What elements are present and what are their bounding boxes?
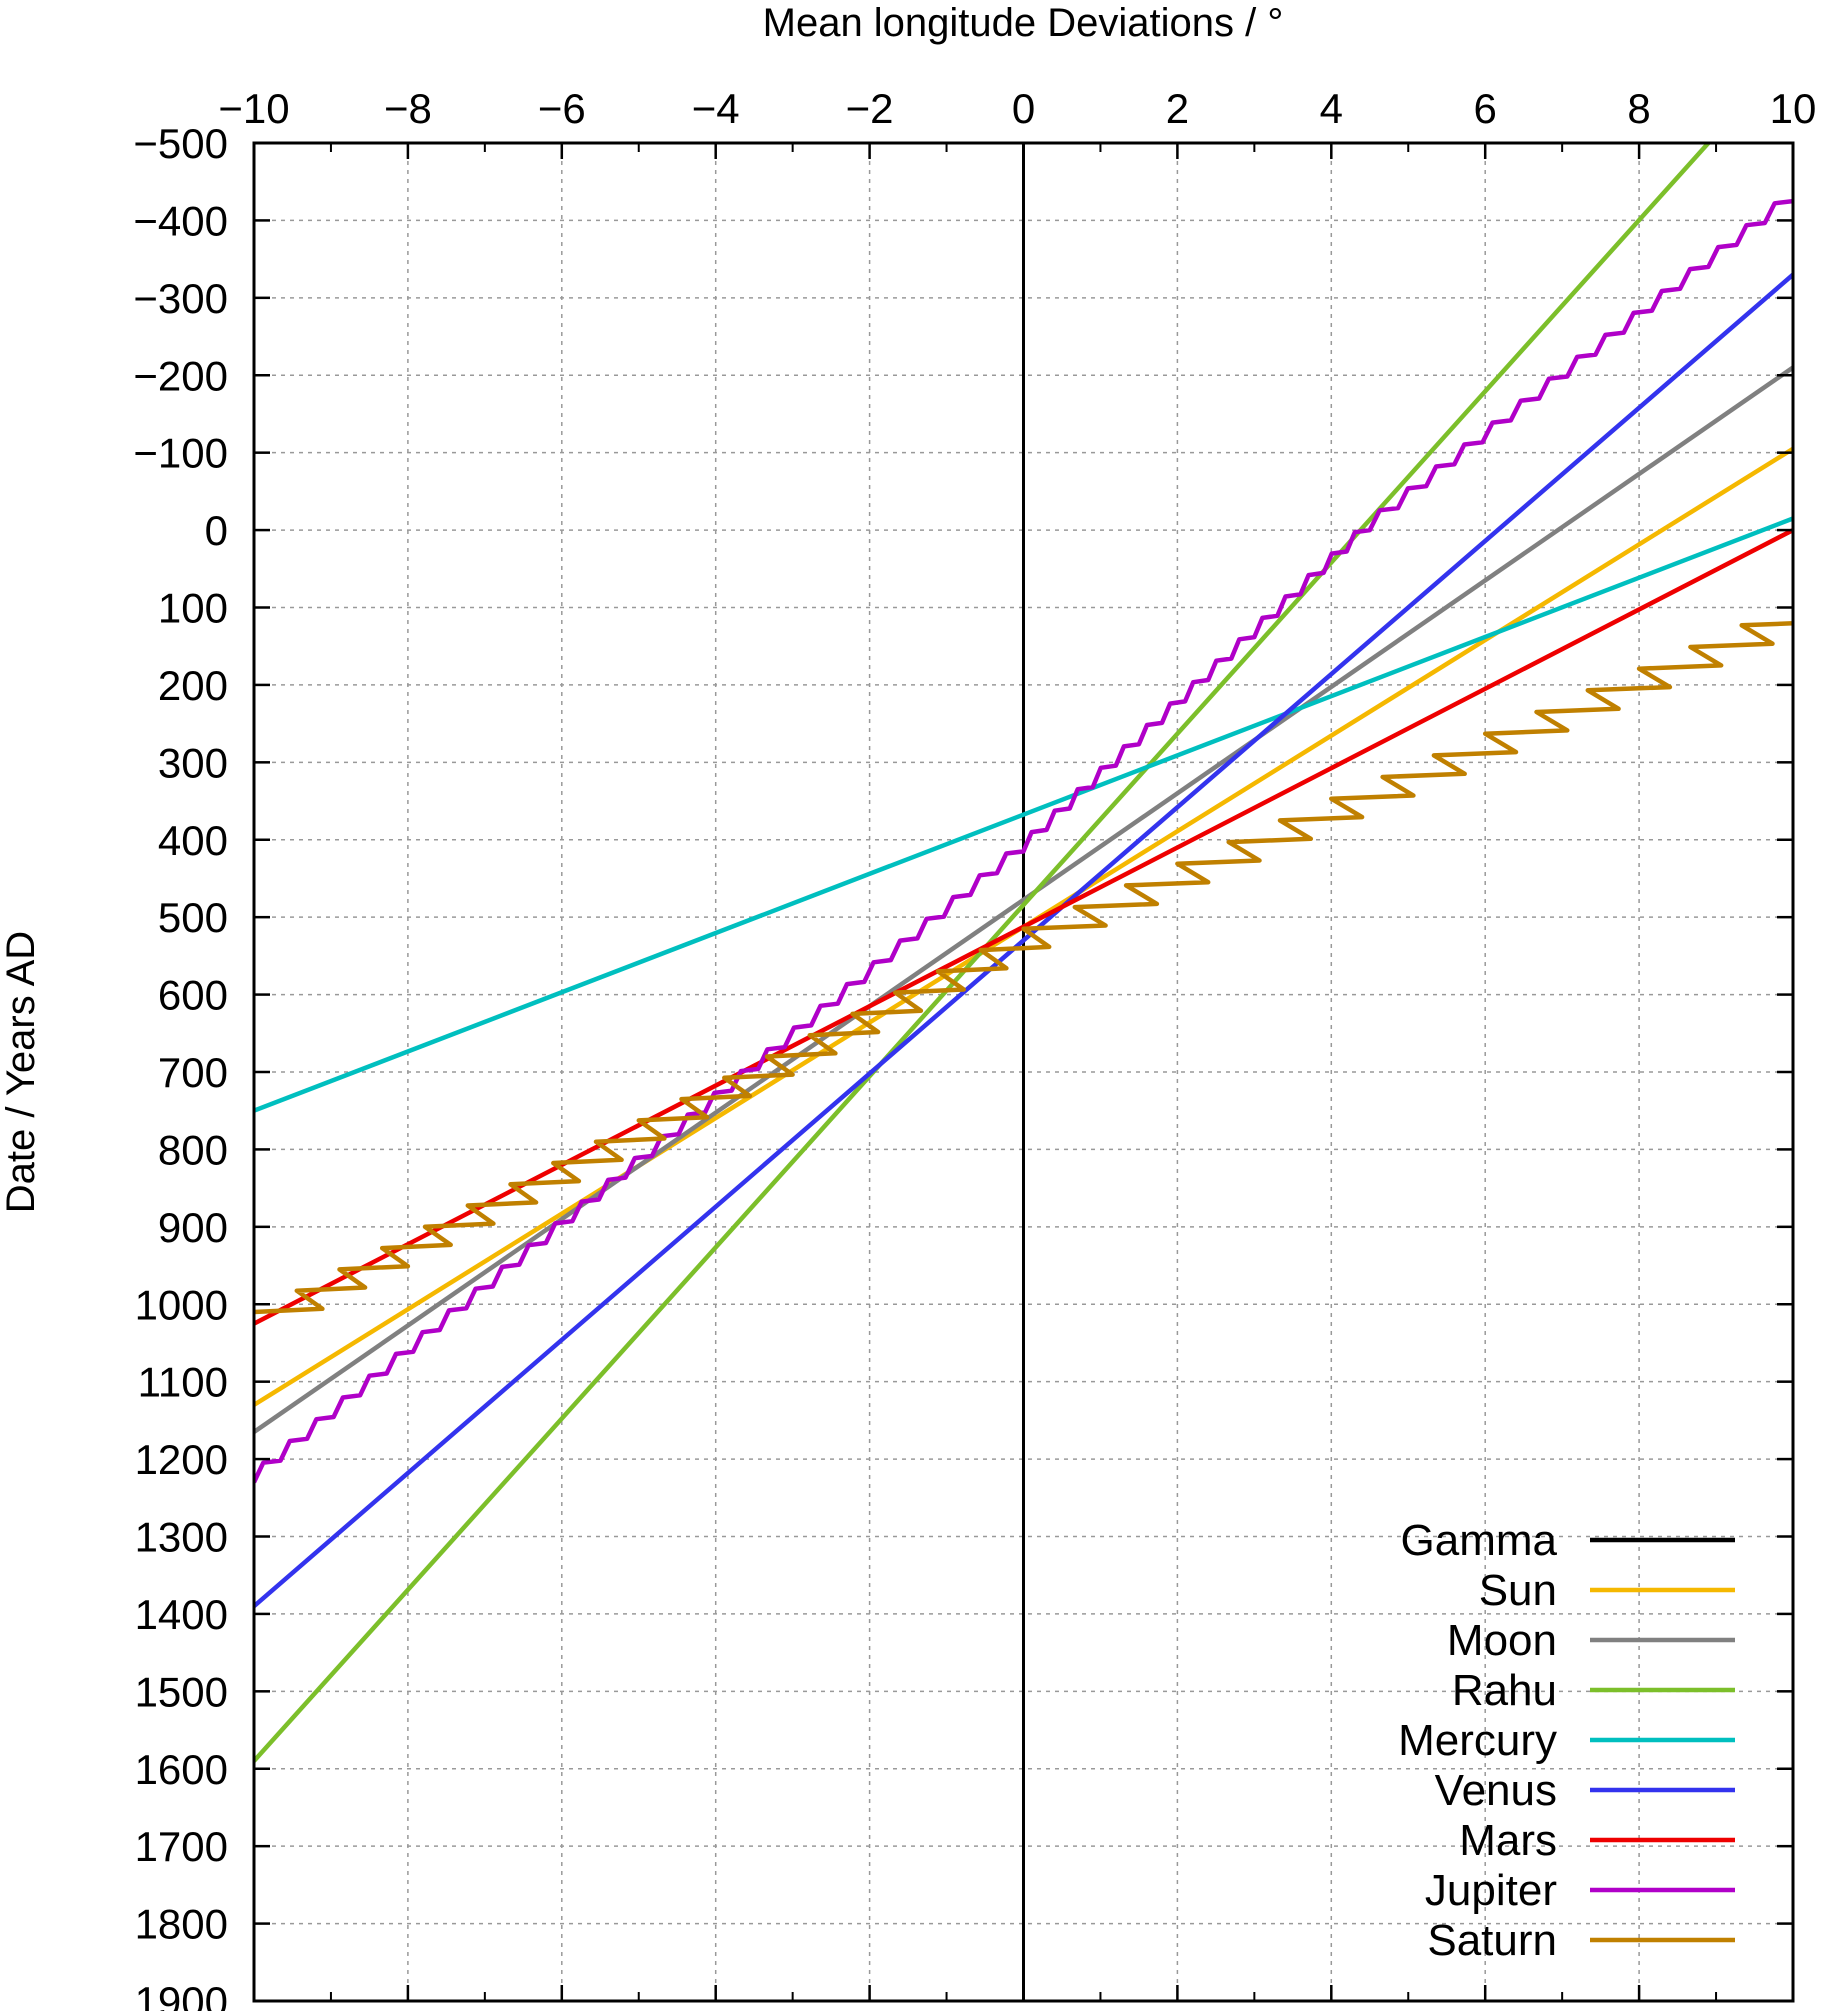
y-tick-label: 1500: [135, 1668, 228, 1715]
y-tick-label: −300: [133, 275, 228, 322]
y-tick-label: 200: [158, 662, 228, 709]
y-tick-label: 900: [158, 1204, 228, 1251]
x-tick-label: 4: [1320, 85, 1343, 132]
y-tick-label: 1100: [138, 1359, 228, 1406]
legend-label: Jupiter: [1425, 1866, 1557, 1915]
y-tick-label: 1200: [135, 1436, 228, 1483]
legend-label: Mercury: [1398, 1716, 1557, 1765]
ticks: −10 −8 −6 −4 −2 0 2 4 6 8 10 −500 −400 −300 −200 −100 0 1…: [133, 85, 1817, 2016]
x-axis-title: Mean longitude Deviations / °: [763, 1, 1284, 45]
y-tick-label: 1400: [135, 1591, 228, 1638]
legend-label: Saturn: [1427, 1916, 1557, 1965]
y-tick-label: 800: [158, 1126, 228, 1173]
y-tick-label: 400: [158, 817, 228, 864]
x-tick-label: 6: [1474, 85, 1497, 132]
legend: GammaSunMoonRahuMercuryVenusMarsJupiterS…: [1398, 1516, 1735, 1965]
x-tick-label: −10: [218, 85, 289, 132]
y-tick-label: −500: [133, 120, 228, 167]
series-line-moon: [254, 365, 1793, 1434]
y-tick-label: 1900: [135, 1978, 228, 2011]
y-tick-label: 500: [158, 894, 228, 941]
x-tick-label: −6: [538, 85, 586, 132]
x-tick-label: −2: [846, 85, 894, 132]
series-line-jupiter: [254, 198, 1793, 1484]
y-tick-label: −400: [133, 197, 228, 244]
legend-label: Gamma: [1401, 1516, 1558, 1565]
legend-label: Venus: [1435, 1766, 1557, 1815]
y-tick-label: 1700: [135, 1823, 228, 1870]
y-tick-label: 1800: [135, 1901, 228, 1948]
y-tick-label: 0: [205, 507, 228, 554]
x-tick-label: 10: [1770, 85, 1817, 132]
series-lines: [254, 143, 1793, 2001]
y-tick-label: 1300: [135, 1514, 228, 1561]
x-tick-label: −8: [384, 85, 432, 132]
y-tick-label: 100: [158, 585, 228, 632]
y-tick-label: −200: [133, 352, 228, 399]
y-tick-label: 300: [158, 739, 228, 786]
series-line-mercury: [254, 516, 1793, 1113]
y-axis-title: Date / Years AD: [0, 931, 43, 1213]
legend-label: Rahu: [1452, 1666, 1557, 1715]
legend-label: Moon: [1447, 1616, 1557, 1665]
y-tick-label: 600: [158, 972, 228, 1019]
y-tick-label: 1000: [135, 1281, 228, 1328]
y-tick-label: 1600: [135, 1746, 228, 1793]
y-tick-label: −100: [133, 430, 228, 477]
series-line-saturn: [254, 603, 1793, 1315]
x-tick-label: 2: [1166, 85, 1189, 132]
x-tick-label: 0: [1012, 85, 1035, 132]
y-tick-label: 700: [158, 1049, 228, 1096]
legend-label: Sun: [1479, 1566, 1557, 1615]
x-tick-label: −4: [692, 85, 740, 132]
series-line-venus: [254, 272, 1793, 1608]
legend-label: Mars: [1459, 1816, 1557, 1865]
x-tick-label: 8: [1627, 85, 1650, 132]
